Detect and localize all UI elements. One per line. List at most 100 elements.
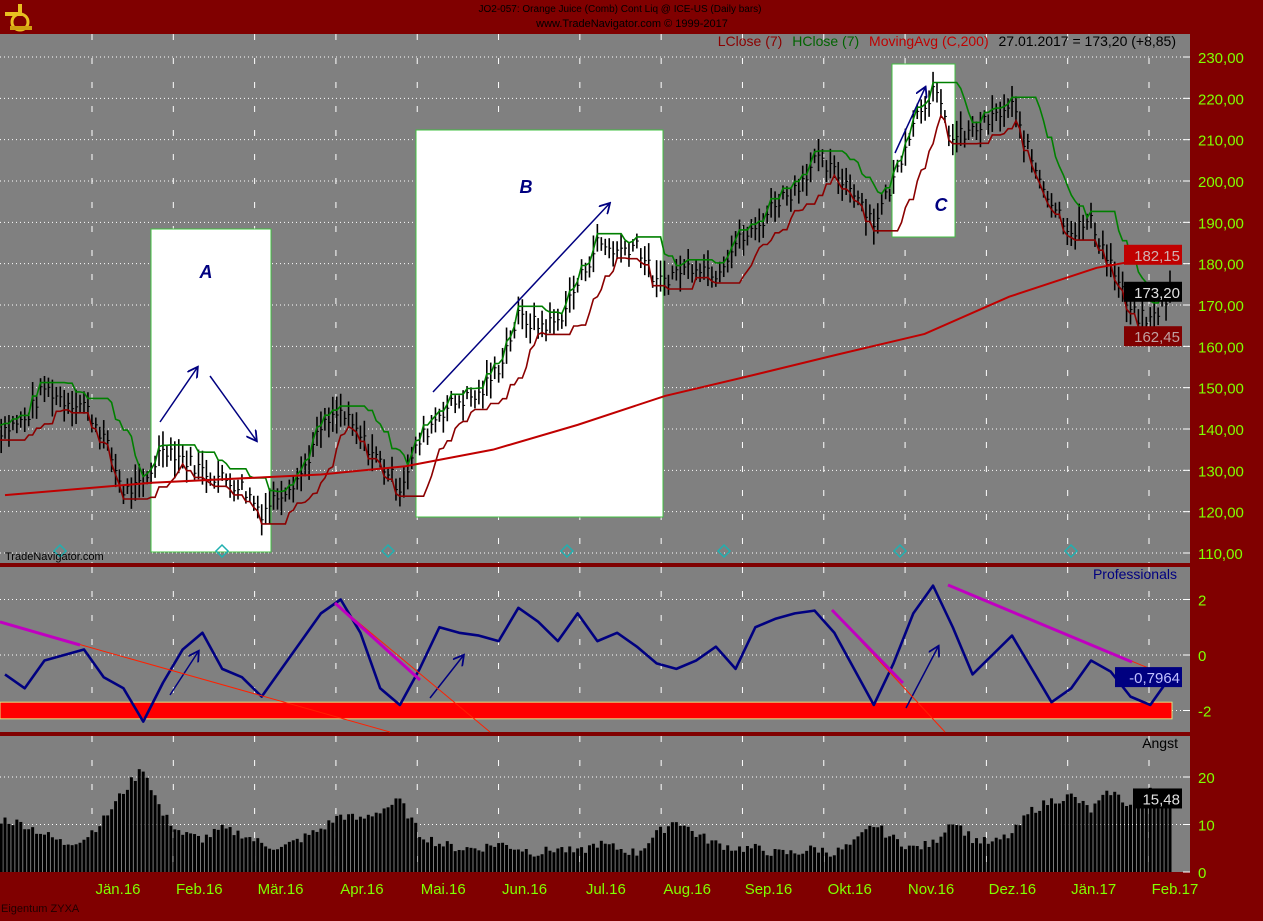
ma-value-badge-bg	[1124, 244, 1182, 265]
angst-bar	[394, 798, 398, 872]
angst-bar	[738, 846, 742, 872]
pane-divider[interactable]	[0, 563, 1190, 566]
angst-bar	[1085, 805, 1089, 872]
angst-bar	[153, 795, 157, 872]
angst-bar	[343, 819, 347, 872]
angst-bar	[856, 836, 860, 872]
angst-bar	[659, 826, 663, 872]
angst-bar	[1152, 792, 1156, 872]
angst-bar	[528, 854, 532, 872]
angst-bar	[801, 853, 805, 872]
angst-bar	[998, 839, 1002, 872]
angst-bar	[279, 846, 283, 872]
angst-bar	[599, 840, 603, 872]
angst-bar	[911, 845, 915, 872]
angst-bar	[951, 824, 955, 872]
angst-bar	[1046, 805, 1050, 872]
legend-lclose: LClose (7)	[718, 33, 783, 49]
angst-bar	[1097, 800, 1101, 872]
angst-bar	[568, 846, 572, 872]
angst-bar	[939, 836, 943, 872]
axis-tick-label: 140,00	[1198, 422, 1244, 439]
angst-bar	[145, 777, 149, 872]
angst-bar	[315, 831, 319, 872]
angst-bar	[248, 837, 252, 872]
angst-bar	[955, 825, 959, 872]
angst-bar	[1156, 792, 1160, 872]
angst-bar	[615, 849, 619, 872]
angst-bar	[133, 780, 137, 872]
angst-bar	[74, 844, 78, 872]
month-label: Okt.16	[828, 881, 872, 898]
last-price-badge: 173,20	[1134, 285, 1180, 302]
angst-bar	[520, 851, 524, 872]
angst-bar	[366, 814, 370, 872]
axis-tick-label: 20	[1198, 770, 1215, 787]
month-label: Dez.16	[989, 881, 1037, 898]
month-label: Nov.16	[908, 881, 954, 898]
angst-bar	[603, 843, 607, 872]
angst-bar	[1093, 803, 1097, 872]
angst-bar	[959, 825, 963, 872]
angst-bar	[335, 815, 339, 872]
angst-bar	[287, 841, 291, 872]
oscillator-value-badge: -0,7964	[1129, 670, 1180, 687]
angst-bar	[445, 841, 449, 872]
annotation-box-a	[150, 228, 272, 553]
angst-bar	[303, 833, 307, 872]
angst-bar	[753, 843, 757, 872]
diamond-marker-icon	[214, 543, 230, 559]
sextant-logo	[5, 4, 32, 32]
annotation-arrows	[159, 88, 938, 709]
angst-bar	[919, 849, 923, 872]
legend-ma: MovingAvg (C,200)	[869, 33, 989, 49]
label-a: A	[199, 262, 213, 282]
angst-bar	[840, 849, 844, 872]
angst-bar	[181, 834, 185, 872]
angst-bar	[268, 848, 272, 872]
diamond-marker-icon	[380, 543, 396, 559]
pane-divider[interactable]	[0, 732, 1190, 735]
angst-bar	[888, 836, 892, 872]
oscillator-value-badge-bg	[1115, 667, 1182, 688]
angst-bar	[813, 847, 817, 872]
angst-bar	[809, 845, 813, 872]
angst-bar	[453, 851, 457, 872]
angst-bar	[23, 829, 27, 872]
angst-bar	[1061, 801, 1065, 872]
angst-bar	[757, 845, 761, 872]
angst-bar	[102, 815, 106, 872]
angst-bar	[714, 840, 718, 872]
angst-bar	[884, 837, 888, 872]
angst-bar	[157, 804, 161, 872]
axis-tick-label: 150,00	[1198, 381, 1244, 398]
lclose-value-badge-bg	[1124, 326, 1182, 347]
angst-bar	[639, 850, 643, 872]
angst-bar	[232, 835, 236, 872]
angst-bar	[734, 850, 738, 872]
angst-bar	[631, 848, 635, 872]
angst-bar	[1077, 803, 1081, 872]
angst-bar	[406, 818, 410, 872]
angst-bar	[15, 819, 19, 872]
month-label: Feb.16	[176, 881, 223, 898]
angst-bar	[323, 829, 327, 872]
angst-bar	[1140, 790, 1144, 872]
angst-bar	[785, 854, 789, 872]
angst-bar	[110, 809, 114, 872]
angst-bar	[844, 844, 848, 872]
angst-bar	[185, 832, 189, 872]
angst-bar	[532, 856, 536, 872]
angst-bar	[295, 838, 299, 872]
axis-tick-label: 220,00	[1198, 91, 1244, 108]
angst-bar	[299, 842, 303, 872]
professionals-line	[4, 584, 1172, 723]
angst-bar	[931, 839, 935, 872]
angst-bar	[208, 837, 212, 872]
angst-bar	[876, 827, 880, 872]
legend-hclose: HClose (7)	[792, 33, 859, 49]
angst-bar	[963, 835, 967, 872]
angst-bar	[971, 843, 975, 872]
angst-bar	[457, 849, 461, 872]
